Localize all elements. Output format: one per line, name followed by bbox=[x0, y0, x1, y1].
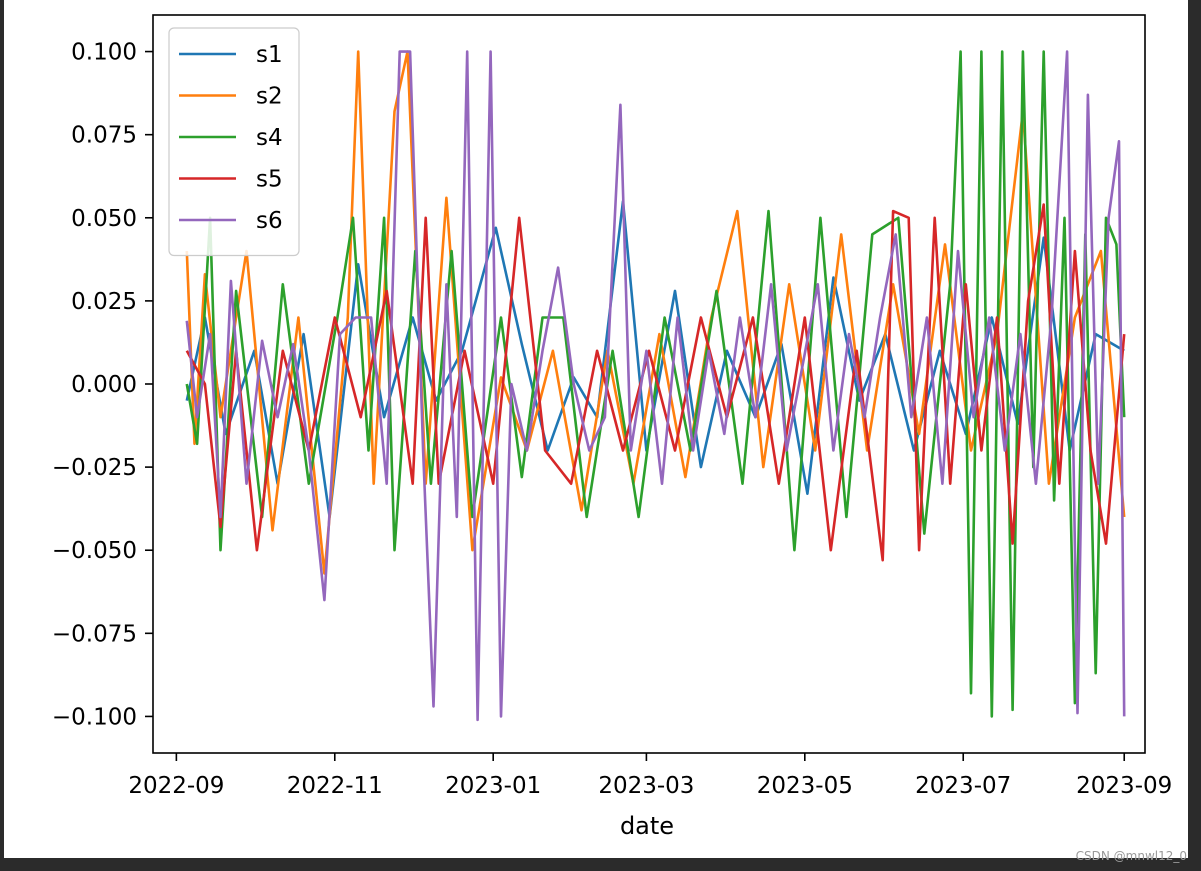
y-tick-label: −0.050 bbox=[52, 538, 137, 564]
x-tick-label: 2023-07 bbox=[915, 773, 1011, 799]
watermark: CSDN @mnwl12_0 bbox=[1075, 849, 1187, 863]
legend-label-s4: s4 bbox=[256, 125, 283, 151]
x-tick-label: 2023-05 bbox=[757, 773, 853, 799]
x-tick-label: 2022-09 bbox=[128, 773, 224, 799]
legend-label-s6: s6 bbox=[256, 208, 283, 234]
x-tick-label: 2022-11 bbox=[287, 773, 383, 799]
series-line-s4 bbox=[185, 50, 1126, 718]
y-tick-label: 0.050 bbox=[71, 206, 137, 232]
y-tick-label: 0.025 bbox=[71, 289, 137, 315]
y-tick-label: −0.025 bbox=[52, 455, 137, 481]
x-tick-label: 2023-01 bbox=[445, 773, 541, 799]
legend-label-s2: s2 bbox=[256, 84, 283, 110]
y-tick-label: 0.075 bbox=[71, 123, 137, 149]
x-tick-label: 2023-03 bbox=[598, 773, 694, 799]
y-tick-label: 0.000 bbox=[71, 372, 137, 398]
series-line-s5 bbox=[185, 203, 1126, 562]
legend-label-s1: s1 bbox=[256, 42, 283, 68]
line-chart: 0.100 0.075 0.050 0.025 0.000 −0.025 −0.050 −0.… bbox=[52, 14, 1172, 840]
y-tick-label: −0.100 bbox=[52, 704, 137, 730]
series-line-s6 bbox=[185, 50, 1126, 722]
y-tick-label: 0.100 bbox=[71, 40, 137, 66]
x-axis-title: date bbox=[620, 812, 674, 840]
legend-label-s5: s5 bbox=[256, 167, 283, 193]
chart-canvas: 0.100 0.075 0.050 0.025 0.000 −0.025 −0.050 −0.… bbox=[4, 0, 1188, 858]
y-tick-label: −0.075 bbox=[52, 621, 137, 647]
legend-box bbox=[168, 27, 300, 257]
x-tick-label: 2023-09 bbox=[1076, 773, 1172, 799]
